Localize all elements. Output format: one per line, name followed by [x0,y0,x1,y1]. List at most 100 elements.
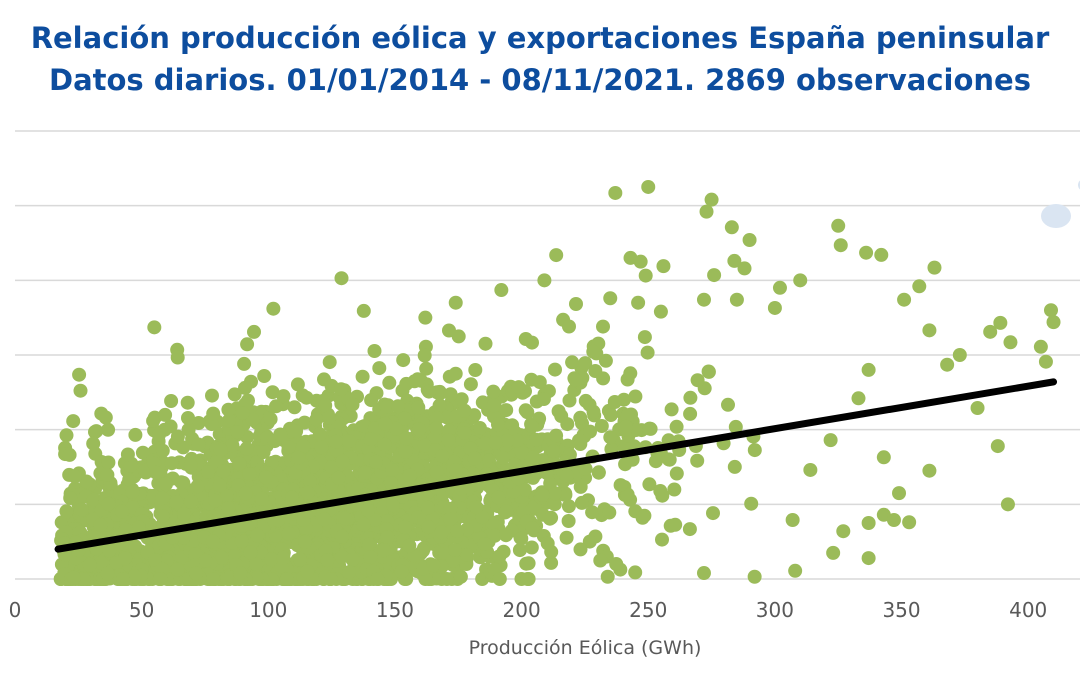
data-point [585,505,600,520]
data-point [399,376,414,391]
data-point [66,570,81,585]
data-point [204,417,219,432]
data-point [276,389,291,404]
data-point [398,444,413,459]
data-point [631,295,646,310]
data-point [529,432,544,447]
data-point [443,387,458,402]
data-point [1000,497,1015,512]
data-point [683,406,698,421]
data-point [273,427,288,442]
data-point [123,458,138,473]
data-point [225,438,240,453]
data-point [82,557,97,572]
data-point [469,500,484,515]
data-point [215,551,229,566]
data-point [100,566,115,581]
data-point [699,204,714,219]
data-point [520,572,535,586]
data-point [63,491,78,505]
data-point [208,493,223,508]
data-point [331,470,346,485]
data-point [378,416,393,431]
data-point [747,443,762,458]
data-point [683,390,698,405]
data-point [603,430,618,445]
data-point [620,372,635,387]
data-point [364,432,379,447]
data-point [100,467,115,482]
data-point [429,465,444,480]
data-point [1038,354,1053,369]
data-point [230,425,245,440]
data-point [397,411,412,426]
data-point [66,414,81,429]
data-point [377,437,392,452]
data-point [153,572,168,586]
data-point [596,371,611,386]
data-point [803,462,818,477]
data-point [188,547,203,562]
data-point [560,417,575,432]
data-point [419,361,434,376]
data-point [902,515,917,530]
data-point [561,514,576,528]
data-point [696,566,711,581]
data-point [118,551,133,566]
data-point [198,553,213,568]
data-point [450,524,465,539]
data-point [170,429,185,444]
data-point [486,398,501,413]
data-point [418,310,433,325]
data-point [177,507,191,522]
data-point [467,451,482,466]
x-tick-label: 400 [1009,598,1047,622]
data-point [324,460,339,475]
data-point [411,422,426,437]
data-point [602,505,617,520]
data-point [362,537,377,552]
data-point [578,356,593,371]
data-point [435,449,450,464]
data-point [704,192,719,207]
data-point [511,380,526,395]
data-point [520,405,535,420]
chart-title: Relación producción eólica y exportacion… [30,21,1050,55]
data-point [544,555,559,570]
data-point [314,440,329,455]
data-point [547,497,562,512]
data-point [669,466,684,481]
data-point [239,441,254,456]
data-point [120,447,135,462]
data-point [453,569,468,584]
highlight-marker [1041,204,1071,228]
data-point [357,465,372,480]
data-point [537,273,552,288]
data-point [445,553,460,568]
data-point [221,402,236,417]
data-point [309,412,324,427]
data-point [912,279,927,294]
data-point [737,261,752,276]
data-point [411,400,426,415]
data-point [169,495,184,509]
data-point [521,556,536,571]
data-point [600,569,615,584]
data-point [74,502,89,517]
data-point [952,347,967,362]
data-point [613,478,628,493]
data-point [101,455,116,470]
data-point [237,356,252,371]
data-point [269,399,283,414]
data-point [59,504,74,519]
data-point [524,372,539,387]
data-point [206,572,221,586]
data-point [706,506,720,521]
data-point [447,542,462,557]
data-point [515,446,530,461]
data-point [118,522,133,537]
data-point [257,369,272,383]
data-point [788,563,803,578]
data-point [89,424,104,439]
data-point [114,504,129,519]
